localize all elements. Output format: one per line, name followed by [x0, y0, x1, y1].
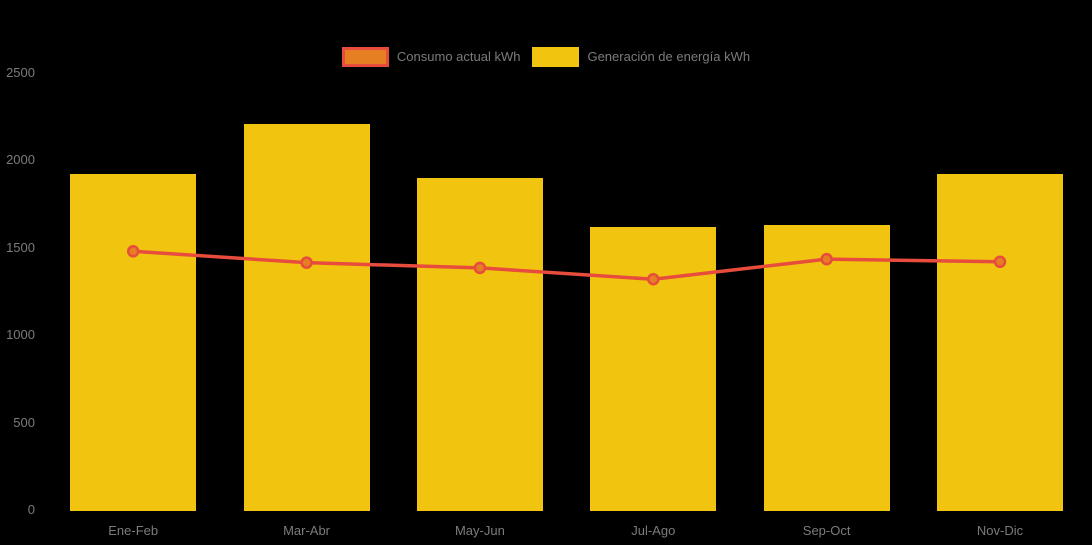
y-tick-label-500: 500: [13, 414, 35, 430]
line-series-swatch: [341, 47, 389, 67]
bar-jul-ago: [590, 226, 717, 511]
y-tick-label-2000: 2000: [6, 152, 35, 168]
bar-sep-oct: [763, 225, 890, 511]
legend-label-generacion: Generación de energía kWh: [587, 49, 751, 64]
bar-nov-dic: [937, 174, 1063, 511]
x-tick-label-sep-oct: Sep-Oct: [802, 523, 851, 538]
y-tick-label-1500: 1500: [6, 239, 35, 255]
bar-series-swatch: [532, 47, 580, 67]
bar-ene-feb: [70, 174, 197, 511]
bar-may-jun: [416, 177, 543, 511]
x-tick-label-ene-feb: Ene-Feb: [108, 523, 159, 538]
y-tick-label-2500: 2500: [6, 65, 35, 80]
legend-label-consumo: Consumo actual kWh: [396, 49, 521, 64]
x-tick-label-mar-abr: Mar-Abr: [283, 523, 331, 538]
y-tick-label-1000: 1000: [6, 327, 35, 343]
legend: Consumo actual kWh Generación de energía…: [0, 47, 1092, 67]
bar-mar-abr: [243, 123, 370, 511]
x-tick-label-nov-dic: Nov-Dic: [976, 523, 1024, 538]
y-tick-label-0: 0: [27, 502, 35, 517]
legend-item-generacion[interactable]: Generación de energía kWh: [532, 47, 750, 67]
x-tick-label-jul-ago: Jul-Ago: [631, 523, 676, 538]
legend-item-consumo[interactable]: Consumo actual kWh: [341, 47, 521, 67]
x-tick-label-may-jun: May-Jun: [454, 523, 505, 538]
